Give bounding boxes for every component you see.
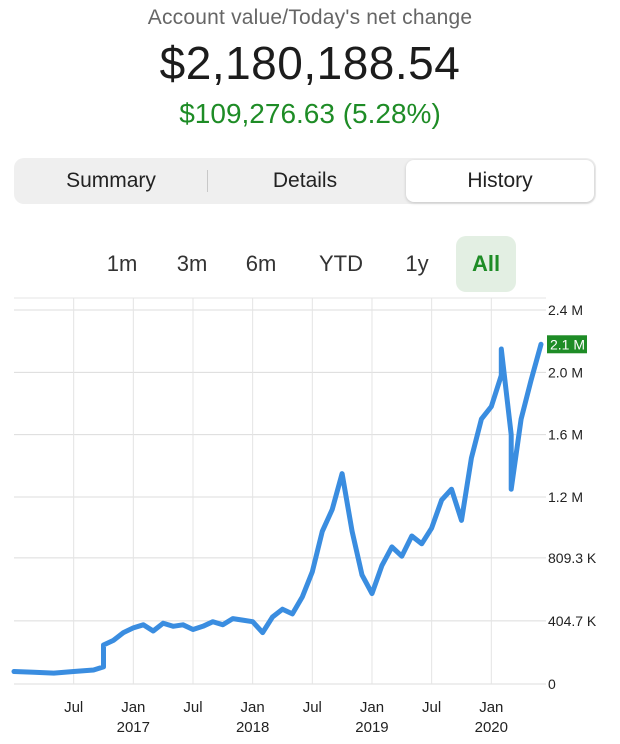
x-tick-month: Jan: [241, 699, 265, 716]
y-tick-label: 1.6 M: [548, 427, 583, 443]
account-value-line: [11, 341, 544, 676]
tab-history[interactable]: History: [406, 160, 594, 202]
x-tick-month: Jan: [360, 699, 384, 716]
account-value-label: Account value/Today's net change: [147, 6, 473, 29]
range-3m[interactable]: 3m: [176, 251, 208, 276]
y-tick-label: 2.4 M: [548, 302, 583, 318]
view-segmented-control: Summary Details History: [14, 158, 596, 204]
range-1y[interactable]: 1y: [405, 251, 429, 276]
x-tick-year: 2018: [236, 719, 269, 736]
x-tick-month: Jan: [479, 699, 503, 716]
account-history-chart: 0 404.7 K 809.3 K 1.2 M 1.6 M 2.0 M 2.4 M Jul Ja…: [11, 297, 597, 736]
y-tick-label: 2.0 M: [548, 364, 583, 380]
range-all[interactable]: All: [456, 236, 516, 292]
x-tick-month: Jan: [121, 699, 145, 716]
x-tick-year: 2019: [355, 719, 388, 736]
x-tick-year: 2020: [475, 719, 508, 736]
x-tick-year: 2017: [117, 719, 150, 736]
segment-divider: [207, 170, 208, 192]
range-ytd[interactable]: YTD: [319, 251, 363, 276]
time-range-selector: 1m 3m 6m YTD 1y All: [0, 236, 620, 292]
range-1m[interactable]: 1m: [106, 251, 138, 276]
y-tick-label: 404.7 K: [548, 613, 597, 629]
current-value-label: 2.1 M: [550, 336, 585, 352]
x-tick-month: Jul: [183, 699, 202, 716]
range-6m[interactable]: 6m: [245, 251, 277, 276]
current-value-badge: [547, 335, 587, 354]
account-value: $2,180,188.54: [159, 37, 461, 89]
tab-summary[interactable]: Summary: [66, 169, 156, 192]
y-tick-label: 1.2 M: [548, 489, 583, 505]
tab-details[interactable]: Details: [272, 169, 338, 192]
y-tick-label: 809.3 K: [548, 550, 597, 566]
x-tick-month: Jul: [303, 699, 322, 716]
net-change: $109,276.63 (5.28%): [179, 98, 441, 129]
x-tick-month: Jul: [64, 699, 83, 716]
y-tick-label: 0: [548, 676, 556, 692]
x-tick-month: Jul: [422, 699, 441, 716]
